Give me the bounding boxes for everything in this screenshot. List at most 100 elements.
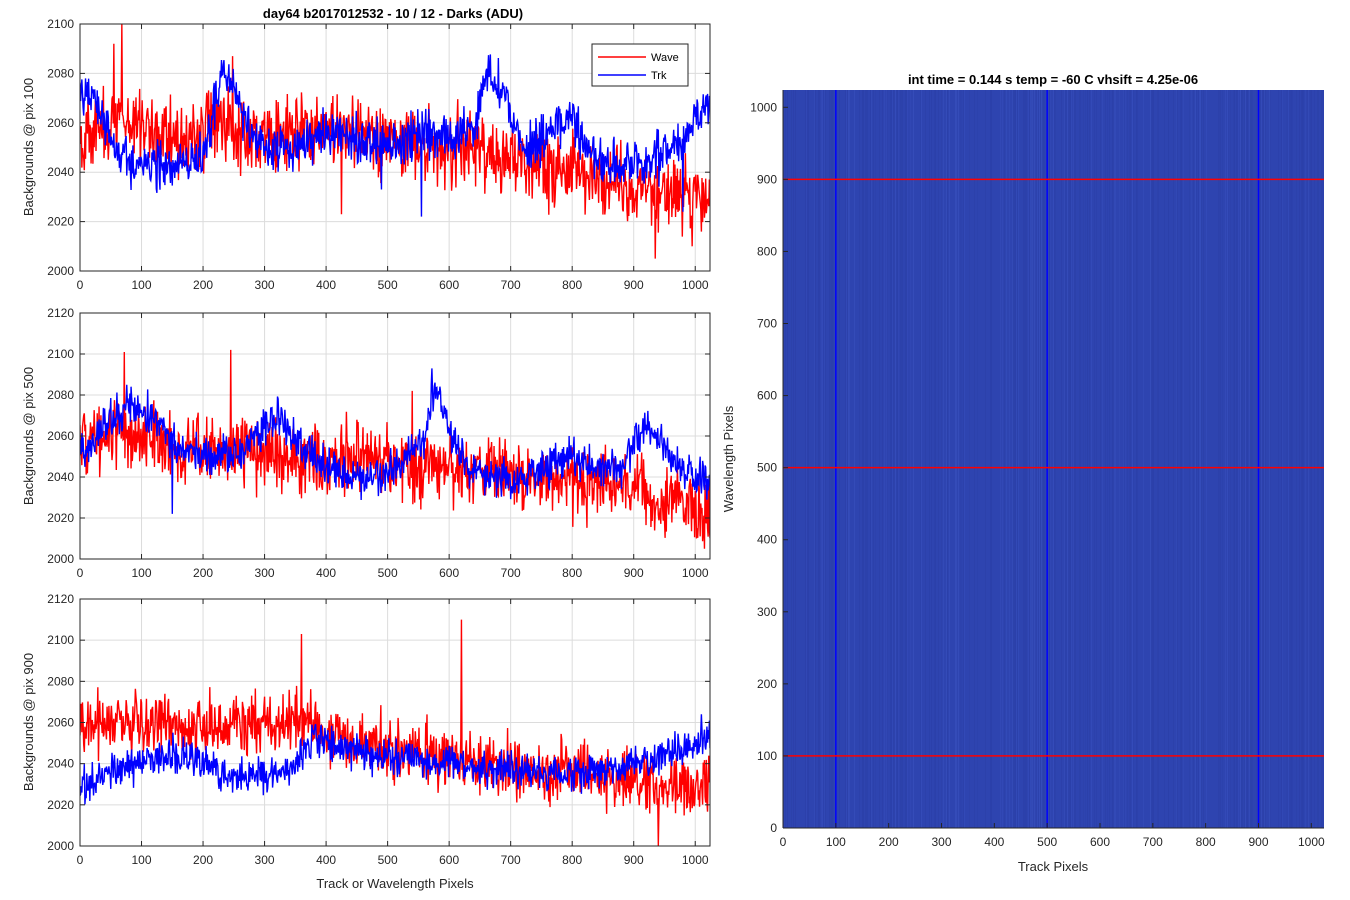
heatmap-streak [1173, 90, 1174, 828]
heatmap-x-tick-label: 100 [826, 835, 846, 849]
heatmap-streak [934, 90, 935, 828]
heatmap-xlabel: Track Pixels [1018, 859, 1089, 874]
ylabel-pix-100: Backgrounds @ pix 100 [21, 78, 36, 216]
heatmap-streak [1070, 90, 1071, 828]
heatmap-streak [1238, 90, 1239, 828]
heatmap-streak [1123, 90, 1124, 828]
heatmap-streak [1102, 90, 1103, 828]
x-tick-label: 800 [562, 853, 582, 867]
heatmap-streak [1218, 90, 1219, 828]
heatmap-streak [1119, 90, 1120, 828]
heatmap-streak [1256, 90, 1257, 828]
heatmap-streak [1310, 90, 1311, 828]
heatmap-streak [1152, 90, 1153, 828]
heatmap-streak [900, 90, 901, 828]
heatmap-y-tick-label: 500 [757, 461, 777, 475]
heatmap-streak [1100, 90, 1101, 828]
heatmap-streak [1321, 90, 1322, 828]
heatmap-streak [1299, 90, 1300, 828]
y-tick-label: 2020 [47, 215, 74, 229]
heatmap-streak [898, 90, 899, 828]
heatmap-streak [1183, 90, 1184, 828]
heatmap-streak [1113, 90, 1114, 828]
heatmap-streak [1009, 90, 1010, 828]
heatmap-streak [1041, 90, 1042, 828]
x-tick-label: 900 [624, 566, 644, 580]
x-tick-label: 700 [501, 566, 521, 580]
heatmap-streak [892, 90, 893, 828]
legend-trk-label: Trk [651, 70, 667, 82]
heatmap-streak [1199, 90, 1200, 828]
heatmap-streak [1004, 90, 1005, 828]
heatmap-y-tick-label: 1000 [750, 100, 777, 114]
heatmap-streak [1322, 90, 1323, 828]
heatmap-streak [1087, 90, 1088, 828]
heatmap-streak [1071, 90, 1072, 828]
heatmap-streak [821, 90, 822, 828]
heatmap-streak [808, 90, 809, 828]
heatmap-streak [1177, 90, 1178, 828]
heatmap-streak [901, 90, 902, 828]
heatmap-streak [870, 90, 871, 828]
heatmap-streak [1220, 90, 1221, 828]
heatmap-streak [960, 90, 961, 828]
x-tick-label: 100 [132, 278, 152, 292]
heatmap-streak [1069, 90, 1070, 828]
x-tick-label: 400 [316, 278, 336, 292]
heatmap-streak [886, 90, 887, 828]
heatmap-streak [947, 90, 948, 828]
heatmap-streak [1311, 90, 1312, 828]
axes-pix-900: 0 100 200 300 400 500 600 700 800 900 1000 2000 2020… [47, 592, 711, 867]
series-trk-pix-100 [80, 54, 710, 217]
heatmap-streak [791, 90, 792, 828]
heatmap-streak [829, 90, 830, 828]
heatmap-streak [1030, 90, 1031, 828]
heatmap-streak [1206, 90, 1207, 828]
heatmap-streak [990, 90, 991, 828]
heatmap-streak [974, 90, 975, 828]
heatmap-streak [1028, 90, 1029, 828]
y-tick-label: 2060 [47, 716, 74, 730]
heatmap-y-tick-label: 0 [770, 821, 777, 835]
heatmap-streak [854, 90, 855, 828]
heatmap-streak [1064, 90, 1065, 828]
heatmap-streak [873, 90, 874, 828]
heatmap-streak [1023, 90, 1024, 828]
heatmap-streak [1291, 90, 1292, 828]
heatmap-streak [787, 90, 788, 828]
heatmap-streak [1067, 90, 1068, 828]
heatmap-streak [1031, 90, 1032, 828]
axes-frame-100 [79, 23, 711, 272]
y-tick-label: 2060 [47, 429, 74, 443]
heatmap-y-tick-label: 400 [757, 533, 777, 547]
heatmap-streak [1050, 90, 1051, 828]
heatmap-streak [1196, 90, 1197, 828]
heatmap-streak [1044, 90, 1045, 828]
heatmap-streak [1025, 90, 1026, 828]
heatmap-streak [1151, 90, 1152, 828]
heatmap-streak [931, 90, 932, 828]
heatmap-streak [902, 90, 903, 828]
heatmap-y-tick-label: 200 [757, 677, 777, 691]
heatmap-streak [1265, 90, 1266, 828]
heatmap-streak [1251, 90, 1252, 828]
heatmap-streak [1191, 90, 1192, 828]
heatmap-streak [1094, 90, 1095, 828]
y-tick-label: 2120 [47, 592, 74, 606]
heatmap-streak [958, 90, 959, 828]
heatmap-streak [1292, 90, 1293, 828]
heatmap-streak [1164, 90, 1165, 828]
heatmap-streak [1068, 90, 1069, 828]
heatmap-y-tick-label: 900 [757, 172, 777, 186]
heatmap-streak [1006, 90, 1007, 828]
heatmap-streak [1241, 90, 1242, 828]
heatmap-streak [1105, 90, 1106, 828]
heatmap-streak [1262, 90, 1263, 828]
heatmap-x-tick-label: 500 [1037, 835, 1057, 849]
heatmap-streak [1015, 90, 1016, 828]
heatmap-streak [1085, 90, 1086, 828]
heatmap-streak [1240, 90, 1241, 828]
x-tick-label: 300 [255, 278, 275, 292]
heatmap-streak [879, 90, 880, 828]
heatmap-streak [907, 90, 908, 828]
